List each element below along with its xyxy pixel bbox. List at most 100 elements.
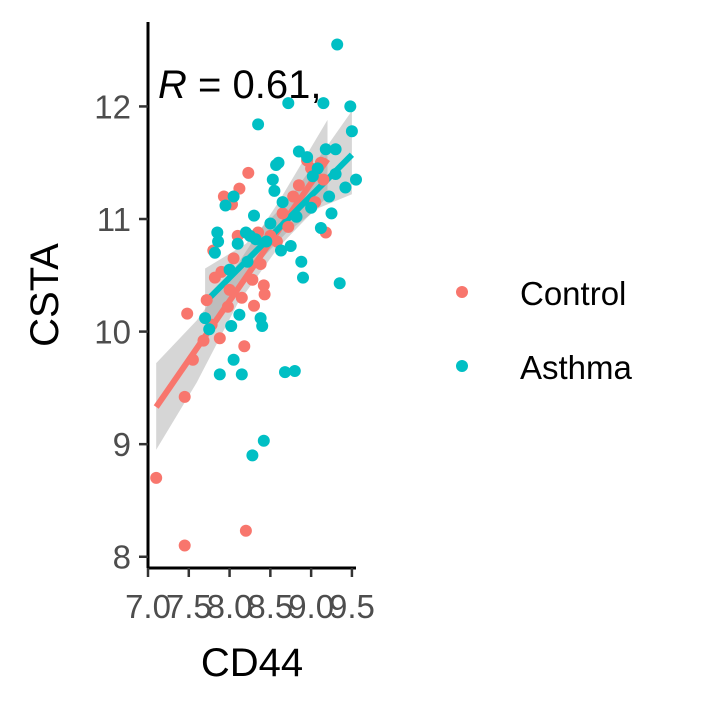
control-point <box>239 524 252 537</box>
asthma-point <box>323 190 336 203</box>
control-point <box>292 179 305 192</box>
asthma-point <box>203 323 216 336</box>
asthma-point <box>305 201 318 214</box>
asthma-point <box>290 210 303 223</box>
control-point <box>317 173 330 186</box>
x-tick-label: 9.5 <box>329 588 375 625</box>
x-tick-label: 8.0 <box>207 588 253 625</box>
x-tick-label: 9.0 <box>288 588 334 625</box>
asthma-point <box>345 125 358 138</box>
asthma-point <box>257 434 270 447</box>
asthma-point <box>248 209 260 222</box>
asthma-point <box>260 235 273 248</box>
x-tick-label: 7.0 <box>125 588 171 625</box>
correlation-symbol: R <box>158 63 187 107</box>
legend: Control Asthma <box>456 275 633 386</box>
legend-key-asthma <box>456 360 468 372</box>
control-regression-line <box>153 157 330 409</box>
legend-key-control <box>456 286 468 298</box>
asthma-point <box>211 226 224 239</box>
asthma-point <box>297 271 309 284</box>
y-tick-label: 8 <box>113 539 131 576</box>
asthma-point <box>227 190 240 203</box>
asthma-point <box>233 308 246 321</box>
control-point <box>217 190 230 203</box>
asthma-point <box>317 97 330 110</box>
asthma-point <box>329 143 342 156</box>
y-tick-label: 11 <box>97 201 131 238</box>
asthma-point <box>213 368 226 381</box>
asthma-point <box>246 449 259 462</box>
asthma-point <box>279 366 291 379</box>
asthma-point <box>219 199 232 212</box>
control-point <box>213 332 226 345</box>
control-point <box>270 235 283 248</box>
asthma-point <box>276 196 289 209</box>
asthma-point <box>208 246 221 259</box>
asthma-point <box>199 312 212 325</box>
control-point <box>227 252 240 265</box>
control-point <box>200 294 213 307</box>
control-point <box>282 220 295 233</box>
asthma-point <box>268 184 281 197</box>
asthma-point <box>329 168 342 180</box>
asthma-point <box>227 353 240 366</box>
control-point <box>178 539 191 552</box>
asthma-point <box>331 38 344 51</box>
control-point <box>254 258 267 270</box>
y-tick-label: 12 <box>94 88 131 125</box>
control-point <box>235 291 248 304</box>
control-point <box>246 273 259 286</box>
legend-label-asthma: Asthma <box>520 349 633 386</box>
asthma-point <box>282 97 295 110</box>
x-tick-label: 7.5 <box>166 588 212 625</box>
legend-label-control: Control <box>520 275 626 312</box>
data-points <box>150 38 362 552</box>
asthma-point <box>319 143 332 156</box>
asthma-point <box>256 320 269 332</box>
y-axis-title: CSTA <box>23 243 67 347</box>
asthma-point <box>272 156 285 169</box>
asthma-point <box>295 255 308 268</box>
asthma-point <box>301 151 314 164</box>
control-point <box>257 279 270 292</box>
control-point <box>242 166 255 179</box>
correlation-annotation: R = 0.61, <box>158 63 321 107</box>
x-axis-ticks: 7.07.58.08.59.09.5 <box>125 568 375 625</box>
control-point <box>178 390 191 403</box>
y-tick-label: 9 <box>113 426 131 463</box>
control-point <box>186 353 199 366</box>
asthma-point <box>266 173 279 186</box>
asthma-point <box>288 365 301 377</box>
control-point <box>197 334 210 347</box>
asthma-point <box>264 217 277 230</box>
asthma-point <box>252 118 265 131</box>
control-point <box>276 207 289 220</box>
asthma-point <box>344 100 357 113</box>
asthma-point <box>284 240 297 252</box>
x-tick-label: 8.5 <box>247 588 293 625</box>
asthma-point <box>275 244 287 257</box>
asthma-point <box>223 263 236 276</box>
control-point <box>248 299 260 312</box>
y-axis-ticks: 8 9 10 11 12 <box>94 88 148 576</box>
control-point <box>221 300 234 313</box>
control-point <box>287 190 300 203</box>
control-point <box>258 288 271 301</box>
asthma-point <box>350 173 362 186</box>
control-point <box>150 471 163 484</box>
control-point <box>223 283 236 296</box>
asthma-point <box>325 207 338 220</box>
asthma-point <box>314 222 327 234</box>
asthma-point <box>311 162 324 175</box>
x-axis-title: CD44 <box>201 641 303 685</box>
control-point <box>238 340 251 353</box>
asthma-point <box>249 233 262 246</box>
control-point <box>181 307 194 320</box>
asthma-point <box>212 235 225 248</box>
asthma-point <box>241 255 254 268</box>
correlation-value: = 0.61, <box>187 63 322 107</box>
asthma-point <box>339 181 352 194</box>
asthma-point <box>235 368 248 381</box>
